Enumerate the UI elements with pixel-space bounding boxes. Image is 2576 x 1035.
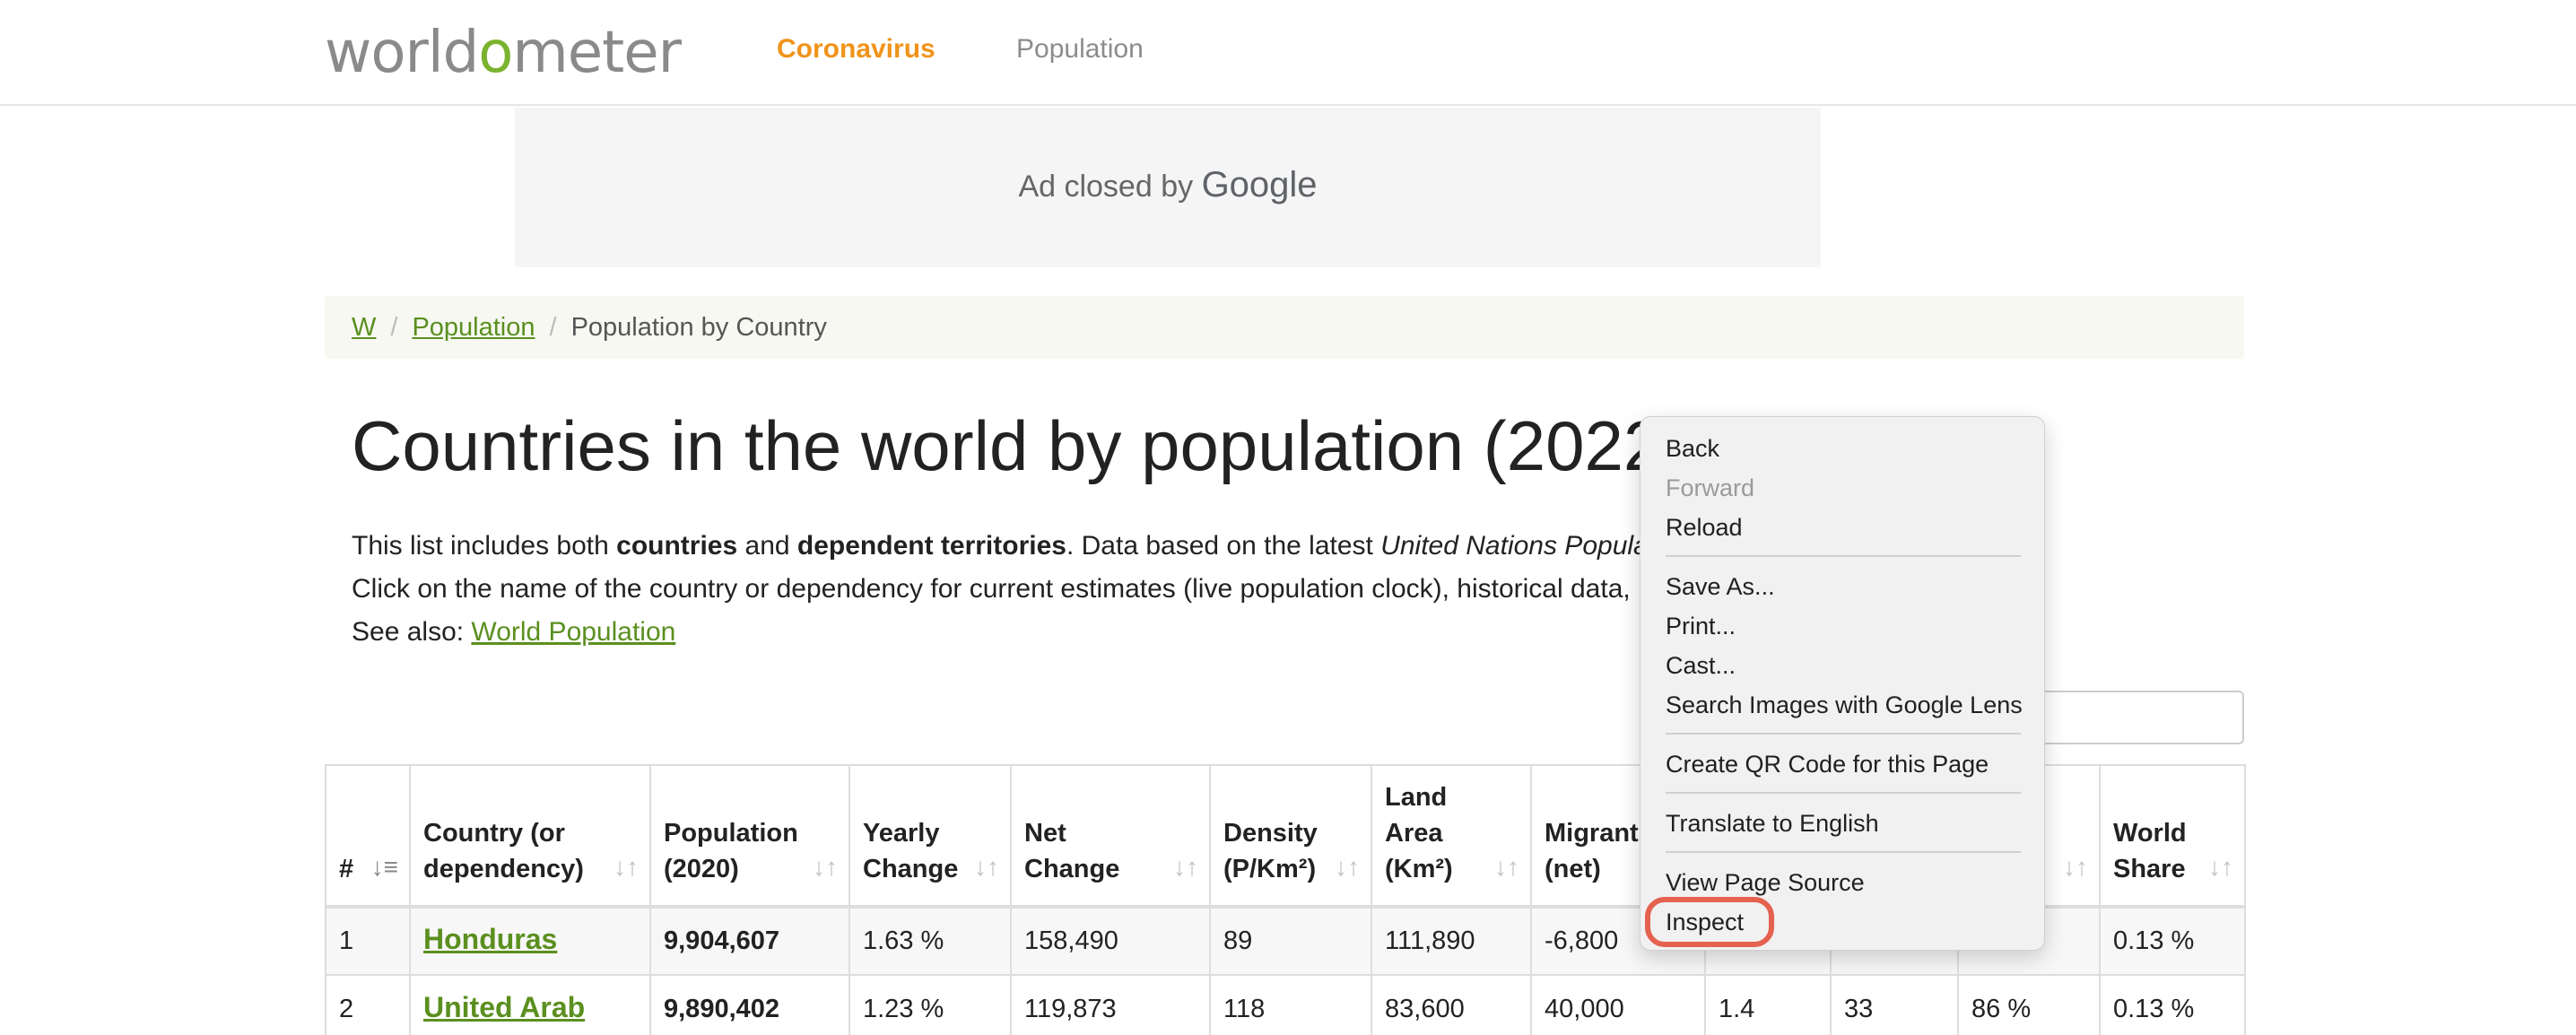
menu-separator xyxy=(1666,792,2021,794)
cell-population: 9,890,402 xyxy=(649,974,850,1035)
col-yearly-change[interactable]: Yearly Change ↓↑ xyxy=(849,764,1012,909)
cell-col9: 1.4 xyxy=(1704,974,1832,1035)
intro-line-1: This list includes both countries and de… xyxy=(352,531,1649,561)
breadcrumb-home[interactable]: W xyxy=(352,313,377,342)
cell-land-area: 83,600 xyxy=(1371,974,1532,1035)
menu-item-translate[interactable]: Translate to English xyxy=(1666,810,1879,837)
intro-line-2: Click on the name of the country or depe… xyxy=(352,574,1631,604)
worldometer-logo[interactable]: worldometer xyxy=(325,20,682,86)
cell-rank: 2 xyxy=(325,974,411,1035)
sort-icon[interactable]: ↓↑ xyxy=(614,853,639,881)
nav-coronavirus[interactable]: Coronavirus xyxy=(777,34,936,64)
menu-item-reload[interactable]: Reload xyxy=(1666,514,1743,541)
menu-separator xyxy=(1666,555,2021,557)
cell-net-change: 158,490 xyxy=(1010,906,1211,976)
table-header-row: # ↓≡ Country (or dependency) ↓↑ Population(… xyxy=(325,764,2246,909)
sort-icon[interactable]: ↓↑ xyxy=(1335,853,1360,881)
menu-item-back[interactable]: Back xyxy=(1666,435,1720,462)
col-net-change[interactable]: Net Change ↓↑ xyxy=(1010,764,1211,909)
cell-col10: 33 xyxy=(1830,974,1959,1035)
breadcrumb: W / Population / Population by Country xyxy=(325,296,2244,359)
col-world-share[interactable]: World Share ↓↑ xyxy=(2099,764,2246,909)
cell-net-change: 119,873 xyxy=(1010,974,1211,1035)
cell-population: 9,904,607 xyxy=(649,906,850,976)
intro-line-3: See also: World Population xyxy=(352,617,676,647)
breadcrumb-separator: / xyxy=(549,313,557,342)
cell-yearly-change: 1.23 % xyxy=(849,974,1012,1035)
col-land-area[interactable]: Land Area (Km²) ↓↑ xyxy=(1371,764,1532,909)
menu-item-forward: Forward xyxy=(1666,474,1755,501)
cell-world-share: 0.13 % xyxy=(2099,906,2246,976)
col-rank[interactable]: # ↓≡ xyxy=(325,764,411,909)
sort-icon[interactable]: ↓↑ xyxy=(2208,853,2233,881)
col-density[interactable]: Density (P/Km²) ↓↑ xyxy=(1209,764,1372,909)
table-row: 2 United Arab 9,890,402 1.23 % 119,873 1… xyxy=(325,974,2246,1035)
menu-separator xyxy=(1666,851,2021,853)
cell-country: Honduras xyxy=(409,906,651,976)
cell-land-area: 111,890 xyxy=(1371,906,1532,976)
page-title: Countries in the world by population (20… xyxy=(352,406,1686,485)
country-link[interactable]: Honduras xyxy=(423,923,558,955)
cell-country: United Arab xyxy=(409,974,651,1035)
context-menu: Back Forward Reload Save As... Print... … xyxy=(1640,416,2045,951)
google-wordmark: Google xyxy=(1201,165,1318,204)
sort-icon[interactable]: ↓↑ xyxy=(1494,853,1519,881)
nav-population[interactable]: Population xyxy=(1016,34,1144,64)
breadcrumb-population[interactable]: Population xyxy=(412,313,535,342)
ad-closed-text: Ad closed by Google xyxy=(1018,165,1318,204)
menu-item-view-source[interactable]: View Page Source xyxy=(1666,869,1865,896)
menu-item-print[interactable]: Print... xyxy=(1666,613,1736,639)
menu-separator xyxy=(1666,733,2021,735)
sort-icon[interactable]: ↓↑ xyxy=(974,853,999,881)
sort-icon[interactable]: ↓↑ xyxy=(2063,853,2088,881)
ad-banner: Ad closed by Google xyxy=(515,108,1821,267)
cell-rank: 1 xyxy=(325,906,411,976)
menu-item-save-as[interactable]: Save As... xyxy=(1666,573,1775,600)
population-table: # ↓≡ Country (or dependency) ↓↑ Population(… xyxy=(325,764,2246,1035)
menu-item-qr-code[interactable]: Create QR Code for this Page xyxy=(1666,751,1989,778)
menu-item-inspect[interactable]: Inspect xyxy=(1666,909,1745,935)
cell-world-share: 0.13 % xyxy=(2099,974,2246,1035)
cell-density: 89 xyxy=(1209,906,1372,976)
sort-icon[interactable]: ↓↑ xyxy=(813,853,838,881)
col-country[interactable]: Country (or dependency) ↓↑ xyxy=(409,764,651,909)
sort-icon[interactable]: ↓↑ xyxy=(1173,853,1198,881)
cell-migrants: 40,000 xyxy=(1530,974,1706,1035)
menu-item-cast[interactable]: Cast... xyxy=(1666,652,1736,679)
breadcrumb-separator: / xyxy=(390,313,398,342)
cell-col11: 86 % xyxy=(1957,974,2101,1035)
col-population[interactable]: Population (2020) ↓↑ xyxy=(649,764,850,909)
cell-yearly-change: 1.63 % xyxy=(849,906,1012,976)
country-link[interactable]: United Arab xyxy=(423,991,586,1023)
cell-density: 118 xyxy=(1209,974,1372,1035)
inspect-highlight-ring xyxy=(1645,897,1774,947)
table-row: 1 Honduras 9,904,607 1.63 % 158,490 89 1… xyxy=(325,906,2246,976)
world-population-link[interactable]: World Population xyxy=(471,617,676,647)
menu-item-google-lens[interactable]: Search Images with Google Lens xyxy=(1666,691,2023,718)
breadcrumb-current: Population by Country xyxy=(570,313,827,342)
top-navbar: worldometer Coronavirus Population xyxy=(0,0,2576,106)
sort-ascending-icon[interactable]: ↓≡ xyxy=(370,853,398,881)
